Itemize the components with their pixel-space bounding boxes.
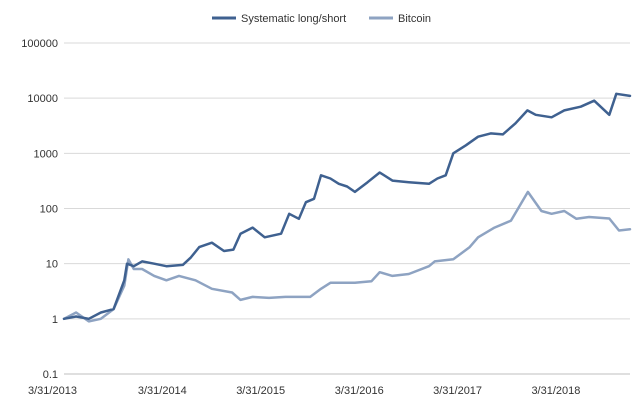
legend-label-systematic: Systematic long/short (241, 13, 346, 25)
y-tick-label: 10000 (27, 93, 58, 105)
legend-label-bitcoin: Bitcoin (398, 13, 431, 25)
y-tick-label: 0.1 (43, 369, 58, 381)
gridlines (64, 42, 630, 320)
legend-item-systematic: Systematic long/short (212, 13, 346, 25)
x-tick-label: 3/31/2014 (138, 385, 187, 397)
legend: Systematic long/short Bitcoin (212, 13, 431, 25)
x-tick-label: 3/31/2015 (236, 385, 285, 397)
legend-item-bitcoin: Bitcoin (369, 13, 431, 25)
series-lines (62, 92, 632, 323)
x-tick-label: 3/31/2013 (28, 385, 77, 397)
y-tick-label: 1000 (34, 148, 58, 160)
y-tick-labels: 0.1 1 10 100 1000 10000 100000 (21, 38, 58, 381)
y-tick-label: 10 (46, 259, 58, 271)
x-tick-label: 3/31/2017 (433, 385, 482, 397)
series-line-bitcoin (62, 190, 632, 323)
y-tick-label: 100 (40, 204, 58, 216)
x-tick-label: 3/31/2018 (531, 385, 580, 397)
series-line-systematic (62, 92, 632, 321)
y-tick-label: 100000 (21, 38, 58, 50)
x-tick-label: 3/31/2016 (335, 385, 384, 397)
y-tick-label: 1 (52, 314, 58, 326)
x-tick-labels: 3/31/2013 3/31/2014 3/31/2015 3/31/2016 3/31… (28, 385, 580, 397)
